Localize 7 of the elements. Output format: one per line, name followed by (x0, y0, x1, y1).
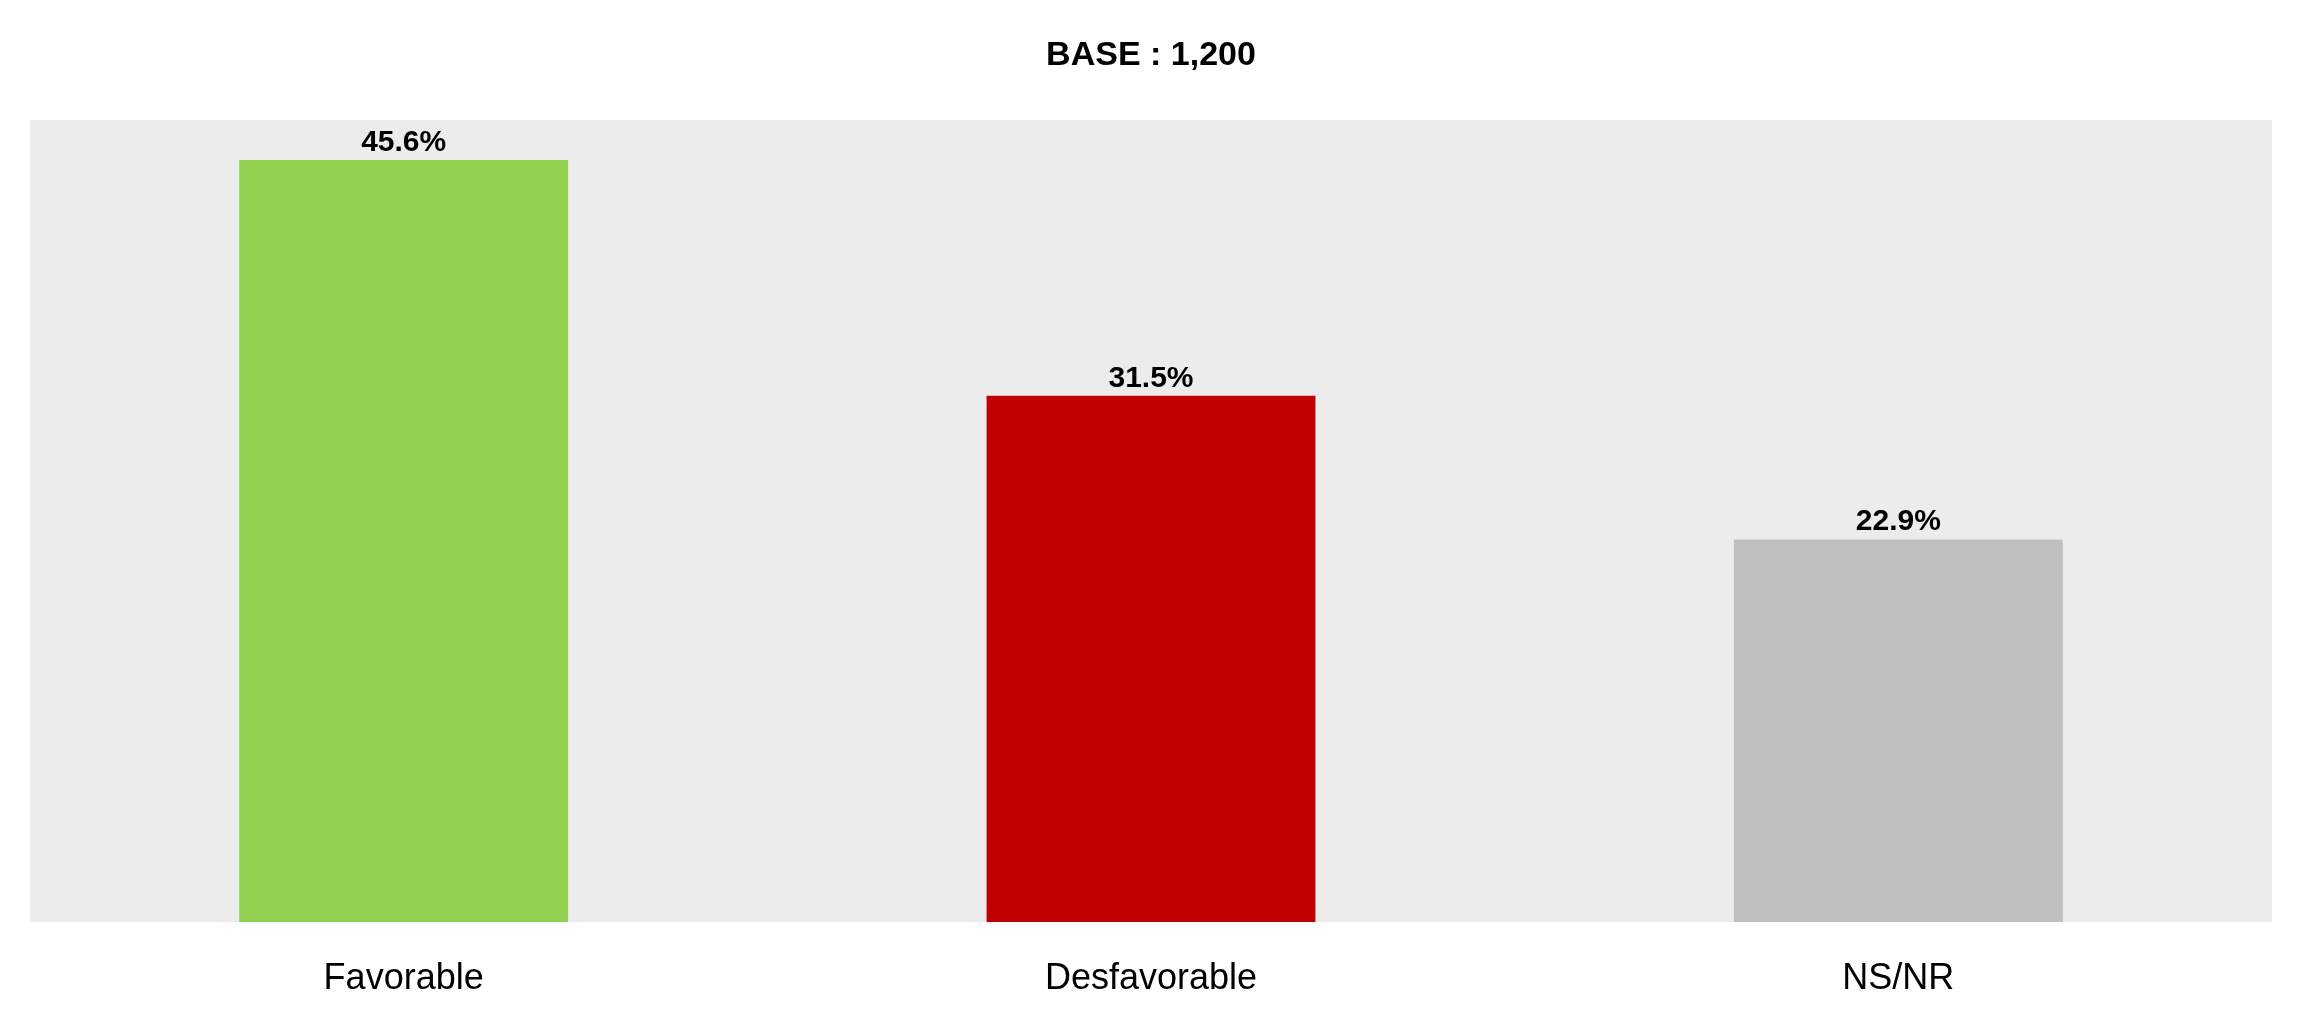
x-tick-label: Desfavorable (1044, 956, 1258, 997)
data-label: 31.5% (1108, 359, 1194, 393)
data-label: 45.6% (361, 124, 447, 158)
data-label: 22.9% (1855, 503, 1941, 537)
x-tick-label: Favorable (323, 956, 484, 997)
x-tick-label: NS/NR (1842, 956, 1955, 997)
chart-title: BASE : 1,200 (1046, 34, 1256, 73)
